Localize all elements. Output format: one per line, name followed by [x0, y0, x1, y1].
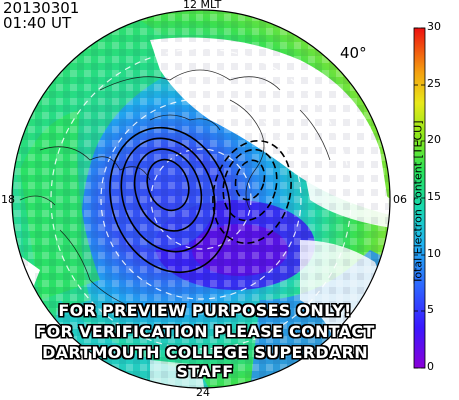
colorbar-ticks — [414, 27, 425, 369]
tec-map-disk — [12, 10, 390, 388]
colorbar-tick-label: 25 — [427, 77, 441, 90]
convection-contours-negative — [109, 126, 231, 274]
watermark-line-3: DARTMOUTH COLLEGE SUPERDARN STAFF — [42, 343, 368, 381]
colorbar-tick-label: 5 — [427, 303, 434, 316]
colorbar-title: Total Electron Content [TECU] — [411, 120, 425, 284]
mlt-label-midnight: 24 — [196, 386, 210, 399]
colorbar-tick-label: 20 — [427, 133, 441, 146]
mlt-label-dusk: 18 — [1, 193, 15, 206]
colorbar-tick-label: 0 — [427, 360, 434, 373]
map-boundary — [11, 9, 391, 389]
colorbar-tick-label: 15 — [427, 190, 441, 203]
mlt-label-dawn: 06 — [393, 193, 407, 206]
watermark-line-2: FOR VERIFICATION PLEASE CONTACT — [35, 322, 375, 341]
date-label: 20130301 — [3, 0, 80, 17]
colorbar-tick-label: 30 — [427, 20, 441, 33]
colorbar-tick-label: 10 — [427, 247, 441, 260]
watermark-line-1: FOR PREVIEW PURPOSES ONLY! — [58, 301, 352, 320]
latitude-label: 40° — [340, 44, 367, 62]
time-label: 01:40 UT — [3, 14, 72, 32]
convection-contours-positive — [212, 140, 292, 244]
mlt-label-noon: 12 MLT — [183, 0, 222, 11]
